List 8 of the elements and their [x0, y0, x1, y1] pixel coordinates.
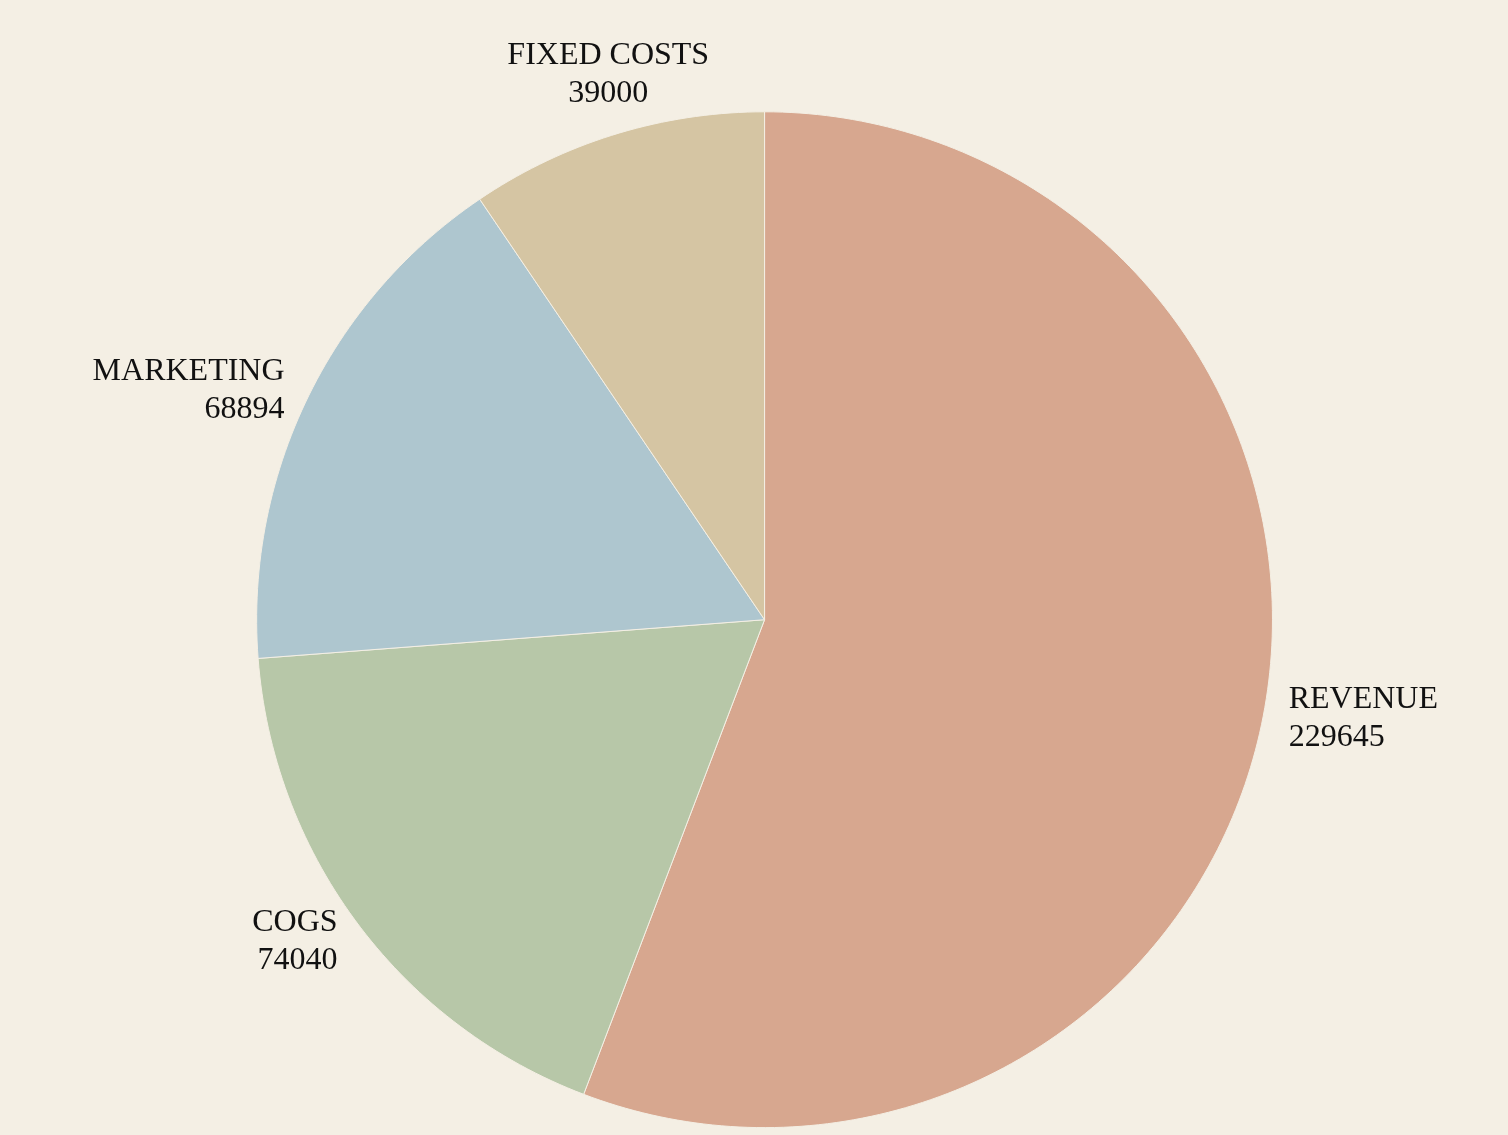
data-label: 68894: [204, 389, 285, 426]
data-label: 74040: [257, 939, 338, 976]
data-label: 229645: [1288, 717, 1385, 754]
slice-label: REVENUE: [1288, 679, 1438, 716]
slice-label: COGS: [252, 901, 338, 938]
slice-label: MARKETING: [92, 351, 285, 388]
data-label: 39000: [568, 73, 649, 110]
slice-label: FIXED COSTS: [507, 35, 710, 72]
